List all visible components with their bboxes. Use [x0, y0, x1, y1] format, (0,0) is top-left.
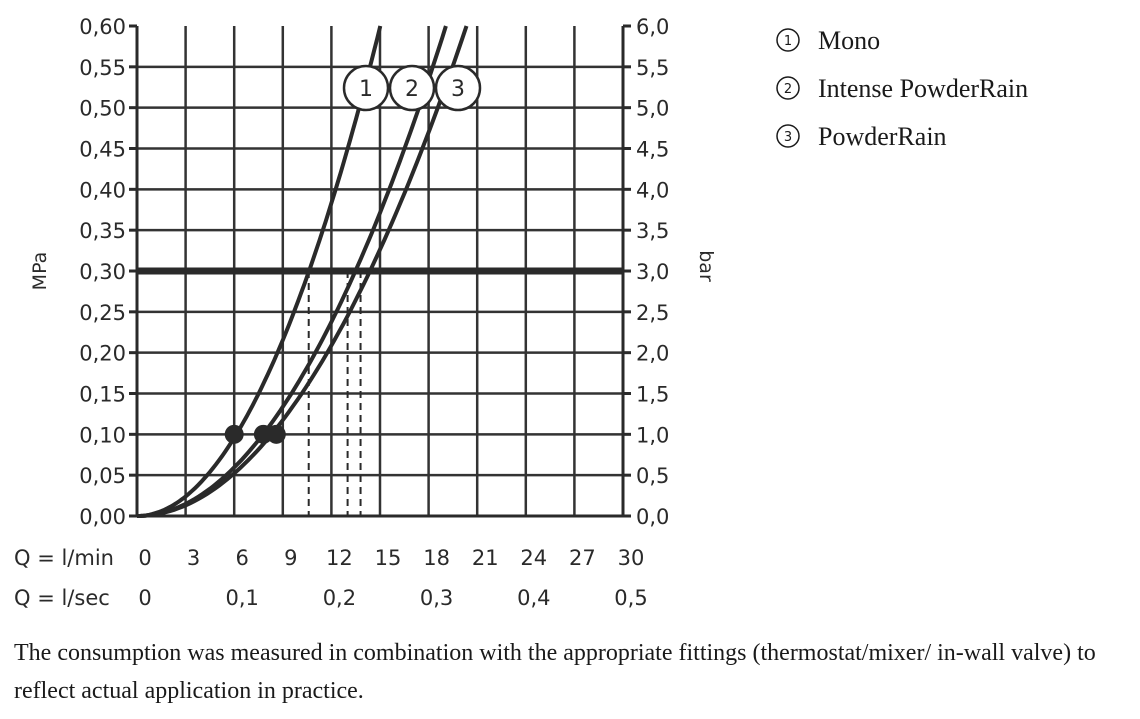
- curve-badge-circle: [388, 64, 436, 112]
- y-left-tick-label: 0,10: [79, 423, 126, 447]
- x-tick-label: 0: [138, 546, 151, 570]
- y-axis-right-ticks: 0,0 0,5 1,0 1,5 2,0 2,5 3,0 3,5 4,0 4,5 5,0 5,5 6,0: [636, 15, 669, 529]
- x-tick-label: 15: [375, 546, 402, 570]
- x-tick-label: 30: [618, 546, 645, 570]
- y-right-tick-label: 2,0: [636, 342, 669, 366]
- x-tick-label: 0: [138, 586, 151, 610]
- curve-badge-1: 1: [342, 64, 390, 112]
- y-left-tick-label: 0,20: [79, 342, 126, 366]
- x-tick-label: 0,4: [517, 586, 550, 610]
- curve-badge-3: 3: [434, 64, 482, 112]
- markers-group: [224, 424, 286, 444]
- x-tick-label: 9: [284, 546, 297, 570]
- y-left-tick-label: 0,00: [79, 505, 126, 529]
- curves-group: [136, 25, 469, 518]
- legend-item-2: 2 Intense PowderRain: [776, 74, 1028, 103]
- x-tick-label: 0,1: [225, 586, 258, 610]
- y-axis-left-ticks: 0,00 0,05 0,10 0,15 0,20 0,25 0,30 0,35 0,40 0,45…: [79, 15, 126, 529]
- x-tick-label: 0,2: [323, 586, 356, 610]
- y-left-tick-label: 0,50: [79, 97, 126, 121]
- y-right-tick-label: 4,0: [636, 178, 669, 202]
- x-axis-rows: Q = l/min 0 3 6 9 12 15 18 21 24 27 30 Q = l/sec 0 0,1…: [14, 546, 648, 610]
- legend-symbol-circle: [776, 28, 800, 52]
- legend-symbol-number: 2: [784, 82, 792, 97]
- y-right-tick-label: 6,0: [636, 15, 669, 39]
- curve-marker-1: [224, 424, 244, 444]
- legend-symbol-circle: [776, 124, 800, 148]
- legend-label: Mono: [818, 26, 880, 55]
- pressure-flow-chart: 0,000,050,100,150,200,250,300,350,400,45…: [14, 15, 1028, 610]
- y-axis-right-title: bar: [695, 250, 717, 282]
- x-tick-label: 0,5: [614, 586, 647, 610]
- curve-3: [136, 25, 469, 518]
- x-tick-label: 6: [236, 546, 249, 570]
- x-tick-label: 27: [569, 546, 596, 570]
- y-right-tick-label: 2,5: [636, 301, 669, 325]
- curve-1: [136, 25, 383, 518]
- legend: 1 Mono 2 Intense PowderRain 3 PowderRain: [776, 26, 1028, 151]
- legend-symbol-circle: [776, 76, 800, 100]
- y-right-tick-label: 3,5: [636, 219, 669, 243]
- y-left-tick-label: 0,60: [79, 15, 126, 39]
- x-row-label: Q = l/sec: [14, 586, 110, 610]
- curve-badge-number: 3: [451, 77, 465, 102]
- y-right-tick-label: 0,0: [636, 505, 669, 529]
- y-right-tick-label: 0,5: [636, 464, 669, 488]
- y-right-tick-label: 1,0: [636, 423, 669, 447]
- y-right-tick-label: 4,5: [636, 138, 669, 162]
- y-axis-left-title: MPa: [29, 252, 51, 291]
- y-left-tick-label: 0,05: [79, 464, 126, 488]
- plot-frame: [129, 24, 631, 518]
- curve-badge-number: 1: [359, 77, 373, 102]
- y-right-tick-label: 3,0: [636, 260, 669, 284]
- x-row-label: Q = l/min: [14, 546, 114, 570]
- chart-grid: [137, 26, 623, 516]
- x-tick-label: 0,3: [420, 586, 453, 610]
- y-left-tick-label: 0,55: [79, 56, 126, 80]
- curve-badge-circle: [342, 64, 390, 112]
- x-tick-label: 12: [326, 546, 353, 570]
- curve-marker-3: [266, 424, 286, 444]
- y-left-tick-label: 0,25: [79, 301, 126, 325]
- legend-label: Intense PowderRain: [818, 74, 1028, 103]
- y-left-tick-label: 0,30: [79, 260, 126, 284]
- x-tick-label: 3: [187, 546, 200, 570]
- x-tick-label: 21: [472, 546, 499, 570]
- curve-labels: 1 2 3: [342, 64, 482, 112]
- y-left-tick-label: 0,35: [79, 219, 126, 243]
- legend-item-3: 3 PowderRain: [776, 122, 947, 151]
- curve-badge-2: 2: [388, 64, 436, 112]
- legend-label: PowderRain: [818, 122, 947, 151]
- curve-badge-circle: [434, 64, 482, 112]
- x-tick-label: 24: [520, 546, 547, 570]
- legend-item-1: 1 Mono: [776, 26, 880, 55]
- y-left-tick-label: 0,15: [79, 383, 126, 407]
- y-right-tick-label: 5,5: [636, 56, 669, 80]
- caption: The consumption was measured in combinat…: [14, 640, 1096, 704]
- legend-symbol-number: 1: [784, 34, 792, 49]
- y-left-tick-label: 0,40: [79, 178, 126, 202]
- y-left-tick-label: 0,45: [79, 138, 126, 162]
- legend-symbol-number: 3: [784, 130, 792, 145]
- x-tick-label: 18: [423, 546, 450, 570]
- y-right-tick-label: 1,5: [636, 383, 669, 407]
- curve-badge-number: 2: [405, 77, 419, 102]
- y-right-tick-label: 5,0: [636, 97, 669, 121]
